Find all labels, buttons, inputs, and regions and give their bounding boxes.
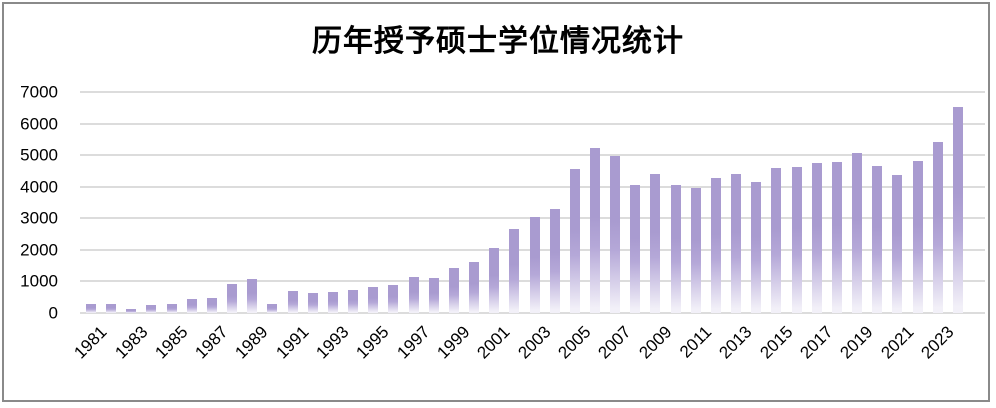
x-tick-label-2021: 2021	[876, 322, 918, 363]
bar-1988	[227, 284, 237, 313]
plot-area	[80, 91, 985, 314]
y-tick-label-0: 0	[48, 303, 58, 323]
bar-2009	[650, 174, 660, 313]
bar-2017	[812, 163, 822, 313]
bar-1999	[449, 268, 459, 313]
bar-2019	[852, 153, 862, 313]
bar-2023	[933, 142, 943, 313]
bar-1985	[167, 304, 177, 313]
x-tick-label-1999: 1999	[433, 322, 474, 363]
bar-2007	[610, 156, 620, 313]
x-tick-label-2013: 2013	[715, 322, 756, 363]
bar-2018	[832, 162, 842, 313]
bar-1983	[126, 309, 136, 313]
x-tick-label-1995: 1995	[352, 322, 393, 363]
gridline-4000	[80, 185, 985, 188]
bar-2004	[550, 209, 560, 313]
x-tick-label-1989: 1989	[231, 322, 273, 363]
x-tick-label-1991: 1991	[272, 322, 313, 363]
gridline-6000	[80, 122, 985, 125]
y-tick-label-2000: 2000	[20, 240, 58, 260]
y-tick-label-5000: 5000	[20, 145, 58, 165]
chart-title: 历年授予硕士学位情况统计	[312, 25, 684, 58]
bar-1992	[308, 293, 318, 313]
bar-1994	[348, 290, 358, 313]
x-tick-label-1993: 1993	[312, 322, 353, 363]
bar-2022	[913, 161, 923, 313]
x-tick-label-2003: 2003	[514, 322, 555, 363]
x-tick-label-2023: 2023	[917, 322, 958, 363]
bar-2005	[570, 169, 580, 313]
chart-frame-border	[2, 2, 990, 402]
bar-2006	[590, 148, 600, 313]
x-tick-label-2015: 2015	[755, 322, 797, 363]
bar-1997	[409, 277, 419, 313]
bar-2010	[671, 185, 681, 313]
x-tick-label-2005: 2005	[554, 322, 595, 363]
bar-1982	[106, 304, 116, 313]
bar-1996	[388, 285, 398, 313]
x-tick-label-2011: 2011	[676, 322, 716, 362]
gridline-5000	[80, 154, 985, 157]
y-tick-label-6000: 6000	[20, 114, 58, 134]
bar-2015	[771, 168, 781, 313]
gridline-0	[80, 312, 985, 314]
bar-2008	[630, 185, 640, 313]
bar-1981	[86, 304, 96, 313]
bar-2016	[792, 167, 802, 313]
x-tick-label-2007: 2007	[594, 322, 635, 363]
bar-1990	[267, 304, 277, 313]
x-tick-label-2019: 2019	[836, 322, 877, 363]
y-tick-label-3000: 3000	[20, 208, 58, 228]
bar-2013	[731, 174, 741, 313]
bar-1998	[429, 278, 439, 313]
x-tick-label-1985: 1985	[151, 322, 192, 363]
x-tick-label-2017: 2017	[796, 322, 837, 363]
x-tick-label-2001: 2001	[473, 322, 514, 363]
bar-2001	[489, 248, 499, 313]
bar-2002	[509, 229, 519, 313]
bar-2024	[953, 107, 963, 313]
bar-2011	[691, 188, 701, 313]
bar-2003	[530, 217, 540, 313]
bar-2014	[751, 182, 761, 313]
gridline-7000	[80, 91, 985, 93]
x-tick-label-1983: 1983	[110, 322, 152, 363]
y-tick-label-1000: 1000	[20, 271, 58, 291]
bar-2021	[892, 175, 902, 313]
bar-2000	[469, 262, 479, 313]
bar-1984	[146, 305, 156, 313]
y-tick-label-7000: 7000	[20, 82, 58, 102]
bar-1987	[207, 298, 217, 313]
x-tick-label-2009: 2009	[635, 322, 676, 363]
bar-2020	[872, 166, 882, 313]
bar-1993	[328, 292, 338, 313]
x-tick-label-1997: 1997	[393, 322, 434, 363]
bar-1991	[288, 291, 298, 313]
y-tick-label-4000: 4000	[20, 177, 58, 197]
bar-2012	[711, 178, 721, 313]
bar-1989	[247, 279, 257, 313]
bar-1986	[187, 299, 197, 313]
x-tick-label-1987: 1987	[191, 322, 232, 363]
x-axis-labels: 1981 1983 1985 1987 1989 1991 1993 1995 1997 1999…	[71, 313, 985, 408]
bar-1995	[368, 287, 378, 313]
